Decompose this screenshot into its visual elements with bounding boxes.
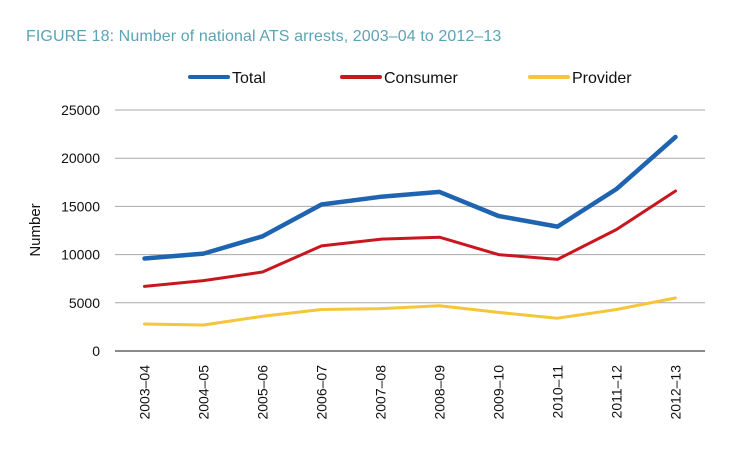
series-line-provider <box>143 296 677 327</box>
series-line-total <box>142 134 678 261</box>
y-tick-labels: 0 5000 10000 15000 20000 25000 <box>61 102 100 359</box>
y-axis-label: Number <box>27 203 44 256</box>
y-tick-label: 25000 <box>61 102 100 118</box>
x-tick-label: 2008–09 <box>432 365 448 420</box>
x-tick-label: 2009–10 <box>491 365 507 420</box>
y-tick-label: 5000 <box>69 295 100 311</box>
series-lines <box>142 134 678 327</box>
x-tick-label: 2007–08 <box>373 365 389 420</box>
x-tick-label: 2010–11 <box>550 365 566 419</box>
x-tick-label: 2012–13 <box>668 365 684 420</box>
y-tick-label: 10000 <box>61 247 100 263</box>
legend-label: Total <box>232 70 266 87</box>
x-tick-label: 2005–06 <box>255 365 271 420</box>
legend-item-provider: Provider <box>528 70 632 87</box>
series-line-consumer <box>143 189 677 288</box>
legend-label: Consumer <box>384 70 458 87</box>
x-tick-label: 2006–07 <box>314 365 330 420</box>
legend-label: Provider <box>572 70 632 87</box>
legend-item-consumer: Consumer <box>340 70 458 87</box>
y-tick-label: 15000 <box>61 198 100 214</box>
y-tick-label: 20000 <box>61 150 100 166</box>
y-tick-label: 0 <box>92 343 100 359</box>
chart-title: FIGURE 18: Number of national ATS arrest… <box>26 28 502 45</box>
x-tick-label: 2004–05 <box>196 365 212 420</box>
x-tick-label: 2011–12 <box>609 365 625 419</box>
legend: Total Consumer Provider <box>188 70 632 87</box>
legend-item-total: Total <box>188 70 266 87</box>
x-tick-labels: 2003–04 2004–05 2005–06 2006–07 2007–08 2008–… <box>137 365 684 420</box>
x-tick-label: 2003–04 <box>137 365 153 420</box>
gridlines <box>115 109 705 352</box>
